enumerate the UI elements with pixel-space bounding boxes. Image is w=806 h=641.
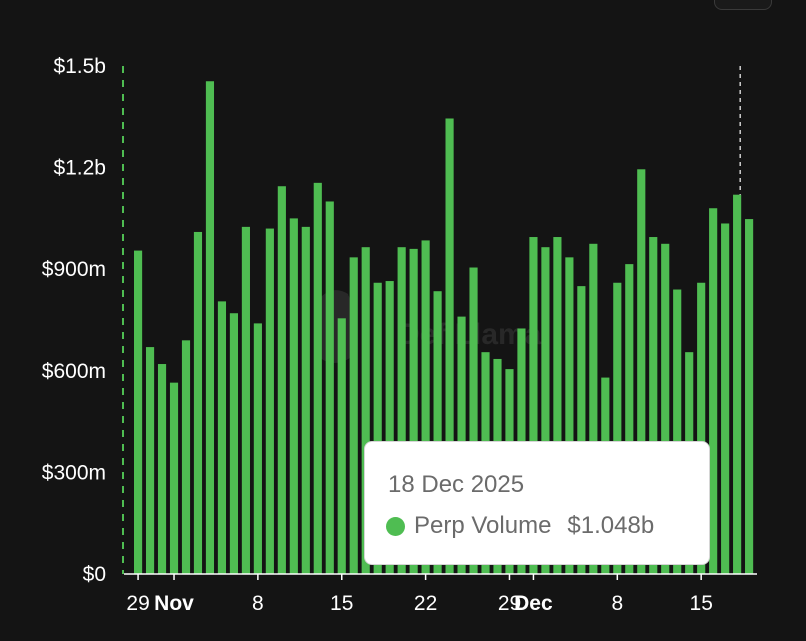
bar-2025-11-08[interactable]	[253, 323, 262, 574]
bar-undefined[interactable]	[745, 219, 754, 574]
tooltip-series-name: Perp Volume	[414, 512, 552, 539]
bar-2025-11-16[interactable]	[349, 257, 358, 574]
y-tick-label: $0	[83, 563, 106, 586]
bar-2025-12-04[interactable]	[565, 257, 574, 574]
x-tick-label: 29	[498, 592, 521, 615]
bar-2025-11-26[interactable]	[469, 267, 478, 574]
bar-2025-11-02[interactable]	[181, 340, 191, 574]
bar-2025-12-09[interactable]	[625, 264, 634, 574]
y-axis: $0 $300m $600m $900m $1.2b $1.5b	[42, 55, 106, 586]
tooltip-value: $1.048b	[567, 512, 655, 539]
bar-2025-12-17[interactable]	[721, 223, 730, 575]
bar-2025-11-06[interactable]	[229, 313, 238, 574]
bar-2025-12-16[interactable]	[709, 208, 718, 575]
x-tick-label: 8	[252, 592, 264, 615]
tooltip-series-row: Perp Volume $1.048b	[386, 512, 654, 540]
x-tick-label: 29	[126, 592, 149, 615]
bar-2025-11-01[interactable]	[169, 382, 179, 574]
tooltip: 18 Dec 2025 Perp Volume $1.048b	[364, 441, 710, 565]
bar-2025-12-15[interactable]	[697, 282, 706, 574]
bar-2025-12-05[interactable]	[577, 286, 586, 574]
bar-2025-12-13[interactable]	[673, 289, 682, 574]
bar-2025-11-24[interactable]	[445, 118, 454, 575]
bar-2025-11-20[interactable]	[397, 247, 406, 574]
bar-2025-11-07[interactable]	[241, 226, 250, 574]
bar-2025-12-03[interactable]	[553, 237, 562, 574]
bar-2025-11-04[interactable]	[205, 81, 215, 575]
bar-2025-10-29[interactable]	[134, 250, 143, 574]
bar-2025-11-19[interactable]	[385, 281, 394, 574]
bar-2025-12-11[interactable]	[649, 237, 658, 574]
x-tick-label: Dec	[514, 592, 553, 615]
bar-2025-11-11[interactable]	[289, 218, 298, 574]
bar-2025-11-17[interactable]	[361, 247, 370, 574]
bar-2025-10-30[interactable]	[145, 347, 155, 574]
bar-2025-12-08[interactable]	[613, 282, 622, 574]
x-tick-label: Nov	[154, 592, 194, 615]
bar-2025-11-15[interactable]	[337, 318, 346, 574]
bar-2025-11-18[interactable]	[373, 282, 382, 574]
tooltip-date: 18 Dec 2025	[388, 471, 525, 498]
bar-2025-11-03[interactable]	[193, 231, 203, 574]
bar-2025-11-22[interactable]	[421, 240, 430, 574]
top-right-button[interactable]	[714, 0, 772, 10]
bar-2025-12-18[interactable]	[733, 194, 742, 574]
series-dot-icon	[386, 516, 405, 536]
bar-2025-10-31[interactable]	[157, 364, 167, 574]
y-tick-label: $600m	[42, 360, 106, 383]
bar-2025-11-21[interactable]	[409, 248, 418, 574]
y-tick-label: $900m	[42, 258, 106, 281]
x-tick-label: 15	[330, 592, 353, 615]
y-tick-label: $1.2b	[53, 157, 106, 180]
bar-2025-11-09[interactable]	[265, 228, 274, 574]
bar-2025-11-05[interactable]	[217, 301, 227, 574]
bar-2025-12-02[interactable]	[541, 247, 550, 574]
x-tick-label: 15	[690, 592, 713, 615]
bar-2025-11-14[interactable]	[325, 201, 334, 574]
bar-2025-11-23[interactable]	[433, 291, 442, 574]
x-tick-label: 8	[611, 592, 623, 615]
bar-2025-11-12[interactable]	[301, 226, 310, 574]
bar-2025-12-01[interactable]	[529, 237, 538, 574]
bar-2025-12-06[interactable]	[589, 243, 598, 575]
bar-2025-11-13[interactable]	[313, 182, 322, 574]
bar-2025-12-12[interactable]	[661, 243, 670, 575]
bar-2025-12-10[interactable]	[637, 169, 646, 575]
y-tick-label: $300m	[42, 461, 106, 484]
x-tick-label: 22	[414, 592, 437, 615]
bar-2025-11-10[interactable]	[277, 186, 286, 575]
y-tick-label: $1.5b	[53, 55, 106, 78]
